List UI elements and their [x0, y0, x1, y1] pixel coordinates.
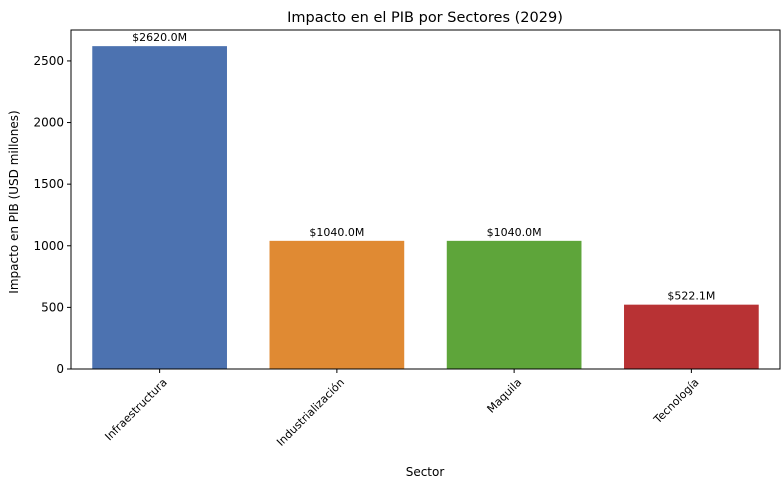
- bar-value-label: $1040.0M: [309, 226, 364, 239]
- y-tick-label: 2500: [33, 54, 64, 68]
- y-axis: 0 500 1000 1500 2000 2500: [33, 54, 71, 376]
- plot-frame: [70, 29, 781, 370]
- bars-group: $2620.0M $1040.0M $1040.0M $522.1M: [92, 31, 759, 370]
- bar-value-label: $522.1M: [667, 290, 715, 303]
- x-axis: Infraestructura Industrialización Maquila T…: [102, 369, 701, 449]
- x-axis-label: Sector: [406, 465, 445, 479]
- y-tick-label: 2000: [33, 116, 64, 130]
- bar-1: [92, 46, 227, 370]
- bar-value-label: $2620.0M: [132, 31, 187, 44]
- bar-4: [624, 304, 759, 369]
- bar-value-label: $1040.0M: [487, 226, 542, 239]
- x-tick-label: Industrialización: [274, 376, 347, 449]
- bar-2: [269, 240, 405, 369]
- x-tick-label: Infraestructura: [102, 376, 169, 443]
- y-axis-label: Impacto en PIB (USD millones): [7, 110, 21, 293]
- y-tick-label: 1000: [33, 239, 64, 253]
- y-tick-label: 1500: [33, 177, 64, 191]
- y-tick-label: 0: [56, 362, 64, 376]
- y-tick-label: 500: [41, 300, 64, 314]
- x-tick-label: Maquila: [485, 376, 525, 416]
- x-tick-label: Tecnología: [651, 376, 702, 427]
- bar-3: [446, 240, 582, 369]
- chart-title: Impacto en el PIB por Sectores (2029): [287, 10, 563, 26]
